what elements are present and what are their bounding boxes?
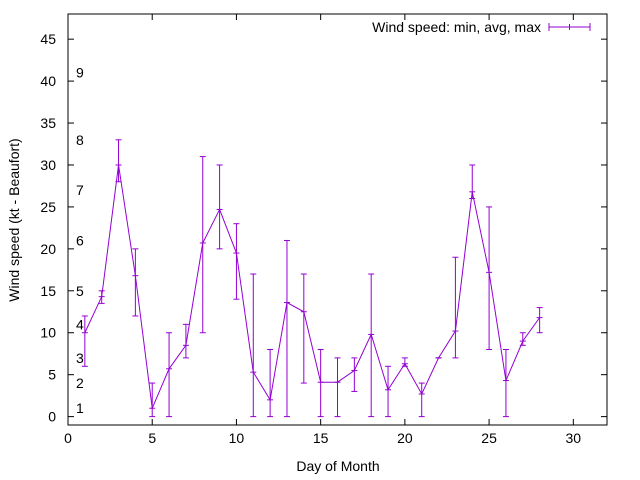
beaufort-labels: 1 2 3 4 5 6 7 8 9 — [76, 65, 84, 417]
y-axis-label: Wind speed (kt - Beaufort) — [6, 138, 22, 301]
x-tick-label: 30 — [566, 430, 582, 446]
y-tick-label: 40 — [40, 73, 56, 89]
data-point — [351, 357, 358, 392]
x-tick-label: 25 — [481, 430, 497, 446]
data-point — [250, 273, 257, 418]
beaufort-label: 2 — [76, 375, 84, 391]
x-tick-label: 5 — [148, 430, 156, 446]
data-point — [452, 256, 459, 359]
data-point — [233, 223, 240, 300]
series-line — [84, 164, 541, 411]
y-tick-label: 35 — [40, 115, 56, 131]
data-point — [385, 365, 392, 418]
beaufort-label: 6 — [76, 232, 84, 248]
data-point — [300, 273, 307, 384]
data-point — [166, 332, 173, 418]
data-point — [317, 349, 324, 418]
beaufort-label: 7 — [76, 182, 84, 198]
y-tick-label: 20 — [40, 241, 56, 257]
y-tick-label: 25 — [40, 199, 56, 215]
y-tick-label: 45 — [40, 31, 56, 47]
x-axis-label: Day of Month — [296, 458, 379, 474]
x-tick-label: 0 — [64, 430, 72, 446]
data-point — [486, 206, 493, 351]
x-tick-label: 15 — [313, 430, 329, 446]
data-point — [283, 239, 290, 418]
beaufort-label: 1 — [76, 400, 84, 416]
y-tick-label: 10 — [40, 325, 56, 341]
beaufort-label: 9 — [76, 65, 84, 81]
plot-frame — [67, 13, 608, 426]
beaufort-label: 3 — [76, 350, 84, 366]
y-tick-label: 30 — [40, 157, 56, 173]
beaufort-label: 5 — [76, 283, 84, 299]
beaufort-label: 8 — [76, 132, 84, 148]
data-point — [267, 349, 274, 418]
x-tick-label: 10 — [229, 430, 245, 446]
x-tick-label: 20 — [397, 430, 413, 446]
y-tick-label: 0 — [48, 409, 56, 425]
data-point — [182, 323, 189, 359]
data-point — [368, 273, 375, 418]
legend: Wind speed: min, avg, max — [372, 19, 591, 35]
beaufort-label: 4 — [76, 316, 84, 332]
data-point — [401, 357, 408, 367]
data-point — [216, 164, 223, 250]
data-point — [418, 382, 425, 418]
error-bars — [81, 139, 543, 418]
data-point — [502, 349, 509, 418]
legend-label: Wind speed: min, avg, max — [372, 19, 541, 35]
y-tick-label: 5 — [48, 367, 56, 383]
data-point — [334, 357, 341, 418]
y-tick-label: 15 — [40, 283, 56, 299]
